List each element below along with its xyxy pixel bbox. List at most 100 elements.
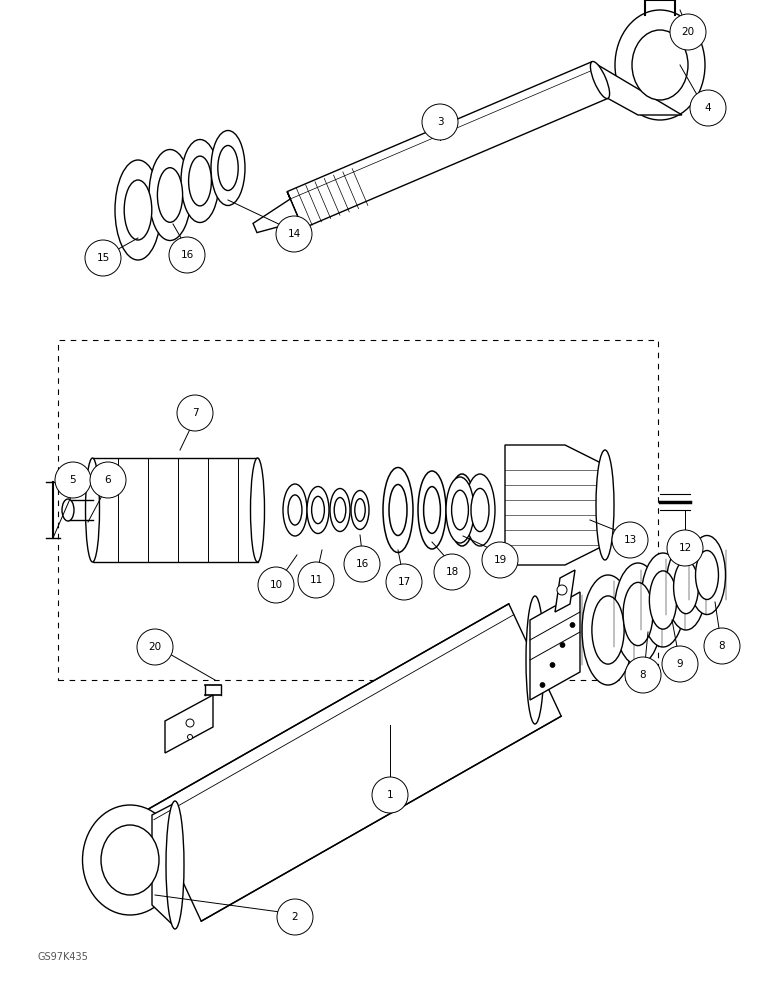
Text: 20: 20 xyxy=(682,27,695,37)
Ellipse shape xyxy=(446,477,474,543)
Ellipse shape xyxy=(614,563,662,665)
Ellipse shape xyxy=(250,458,265,562)
Text: 11: 11 xyxy=(310,575,323,585)
Ellipse shape xyxy=(334,498,346,522)
Circle shape xyxy=(169,237,205,273)
Ellipse shape xyxy=(288,495,302,525)
Circle shape xyxy=(690,90,726,126)
Circle shape xyxy=(662,646,698,682)
Circle shape xyxy=(298,562,334,598)
Ellipse shape xyxy=(557,585,567,595)
Ellipse shape xyxy=(351,490,369,530)
Ellipse shape xyxy=(452,490,469,530)
Polygon shape xyxy=(287,62,608,228)
Ellipse shape xyxy=(615,10,705,120)
Ellipse shape xyxy=(570,622,575,628)
Ellipse shape xyxy=(62,499,74,521)
Text: 18: 18 xyxy=(445,567,459,577)
Polygon shape xyxy=(505,445,605,565)
Ellipse shape xyxy=(355,499,365,521)
Polygon shape xyxy=(253,192,303,233)
Ellipse shape xyxy=(283,484,307,536)
Ellipse shape xyxy=(166,801,184,929)
Circle shape xyxy=(85,240,121,276)
Circle shape xyxy=(137,629,173,665)
Ellipse shape xyxy=(582,575,634,685)
Ellipse shape xyxy=(465,474,495,546)
Ellipse shape xyxy=(540,682,545,688)
Ellipse shape xyxy=(641,553,685,647)
Text: 15: 15 xyxy=(96,253,110,263)
Text: 10: 10 xyxy=(269,580,283,590)
Text: GS97K435: GS97K435 xyxy=(38,952,89,962)
Polygon shape xyxy=(93,458,258,562)
Circle shape xyxy=(625,657,661,693)
Ellipse shape xyxy=(188,156,212,206)
Text: 5: 5 xyxy=(69,475,76,485)
Ellipse shape xyxy=(186,719,194,727)
Text: 8: 8 xyxy=(719,641,726,651)
Ellipse shape xyxy=(418,471,446,549)
Ellipse shape xyxy=(674,560,699,614)
Text: 4: 4 xyxy=(705,103,711,113)
Circle shape xyxy=(612,522,648,558)
Ellipse shape xyxy=(591,61,610,99)
Circle shape xyxy=(90,462,126,498)
Ellipse shape xyxy=(124,180,152,240)
Ellipse shape xyxy=(696,551,719,599)
Polygon shape xyxy=(152,803,175,927)
Text: 12: 12 xyxy=(679,543,692,553)
Text: 19: 19 xyxy=(493,555,506,565)
Circle shape xyxy=(386,564,422,600)
Text: 6: 6 xyxy=(105,475,111,485)
Ellipse shape xyxy=(383,468,413,552)
Text: 17: 17 xyxy=(398,577,411,587)
Ellipse shape xyxy=(83,805,178,915)
Circle shape xyxy=(344,546,380,582)
Circle shape xyxy=(434,554,470,590)
Text: 3: 3 xyxy=(437,117,443,127)
Circle shape xyxy=(670,14,706,50)
Polygon shape xyxy=(592,62,682,115)
Polygon shape xyxy=(149,604,561,921)
Ellipse shape xyxy=(632,30,688,100)
Ellipse shape xyxy=(689,536,726,614)
Polygon shape xyxy=(530,592,580,700)
Circle shape xyxy=(277,899,313,935)
Ellipse shape xyxy=(449,474,475,546)
Text: 7: 7 xyxy=(191,408,198,418)
Ellipse shape xyxy=(592,596,624,664)
Ellipse shape xyxy=(424,487,440,533)
Ellipse shape xyxy=(454,488,470,532)
Text: 1: 1 xyxy=(387,790,393,800)
Polygon shape xyxy=(165,695,213,753)
Text: 16: 16 xyxy=(181,250,194,260)
Ellipse shape xyxy=(649,571,676,629)
Circle shape xyxy=(258,567,294,603)
Circle shape xyxy=(55,462,91,498)
Ellipse shape xyxy=(596,450,614,560)
Circle shape xyxy=(372,777,408,813)
Text: 2: 2 xyxy=(292,912,298,922)
Ellipse shape xyxy=(86,458,100,562)
Text: 9: 9 xyxy=(677,659,683,669)
Circle shape xyxy=(177,395,213,431)
Ellipse shape xyxy=(330,488,350,532)
Ellipse shape xyxy=(526,596,544,724)
Ellipse shape xyxy=(157,168,183,222)
Ellipse shape xyxy=(666,544,706,630)
Ellipse shape xyxy=(181,139,219,223)
Ellipse shape xyxy=(115,160,161,260)
Circle shape xyxy=(482,542,518,578)
Ellipse shape xyxy=(218,145,239,190)
Ellipse shape xyxy=(550,662,555,668)
Text: 13: 13 xyxy=(623,535,637,545)
Ellipse shape xyxy=(389,485,407,536)
Ellipse shape xyxy=(560,643,565,648)
Text: 16: 16 xyxy=(355,559,368,569)
Ellipse shape xyxy=(188,734,192,740)
Circle shape xyxy=(422,104,458,140)
Ellipse shape xyxy=(312,496,324,524)
Circle shape xyxy=(704,628,740,664)
Text: 8: 8 xyxy=(640,670,646,680)
